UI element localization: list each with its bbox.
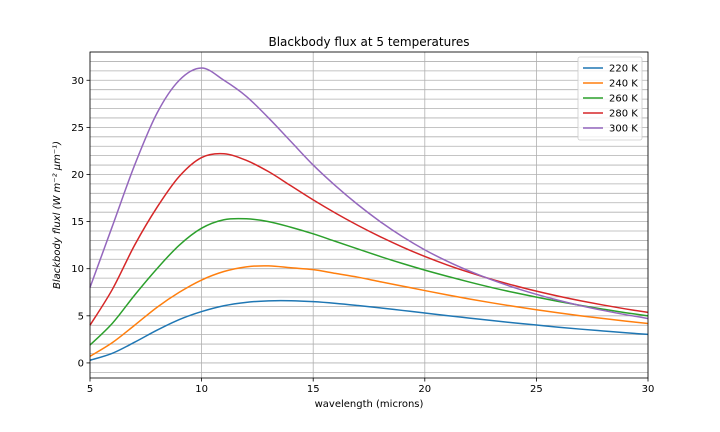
- legend-box: [577, 56, 643, 141]
- x-tick-label: 5: [87, 384, 93, 395]
- y-tick-label: 5: [78, 311, 84, 322]
- y-tick-label: 20: [71, 170, 84, 181]
- x-tick-label: 25: [530, 384, 543, 395]
- x-tick-label: 15: [307, 384, 320, 395]
- series-line-280-k: [89, 152, 649, 326]
- x-axis-label: wavelength (microns): [315, 399, 424, 410]
- series-line-220-k: [89, 299, 649, 362]
- legend-label: 240 K: [609, 79, 638, 90]
- legend-label: 260 K: [609, 94, 638, 105]
- legend-label: 220 K: [609, 64, 638, 75]
- y-tick-label: 0: [78, 358, 84, 369]
- legend-label: 280 K: [609, 109, 638, 120]
- legend-label: 300 K: [609, 124, 638, 135]
- x-tick-label: 20: [418, 384, 431, 395]
- axes-frame: [89, 51, 649, 379]
- series-line-260-k: [89, 217, 649, 346]
- x-tick-label: 10: [195, 384, 208, 395]
- y-tick-label: 30: [71, 76, 84, 87]
- chart-title: Blackbody flux at 5 temperatures: [268, 35, 469, 49]
- series-line-240-k: [89, 265, 649, 357]
- y-tick-label: 15: [71, 217, 84, 228]
- plot-area: 5 10 15 20 25 30 0 5 10 15 20 25 30 220 K 240 K 260 K 28…: [71, 51, 655, 395]
- y-axis-label: Blackbody fluxl (W m⁻² μm⁻¹): [52, 141, 63, 289]
- y-tick-label: 25: [71, 123, 84, 134]
- x-tick-label: 30: [642, 384, 655, 395]
- y-tick-label: 10: [71, 264, 84, 275]
- series-line-300-k: [89, 67, 649, 320]
